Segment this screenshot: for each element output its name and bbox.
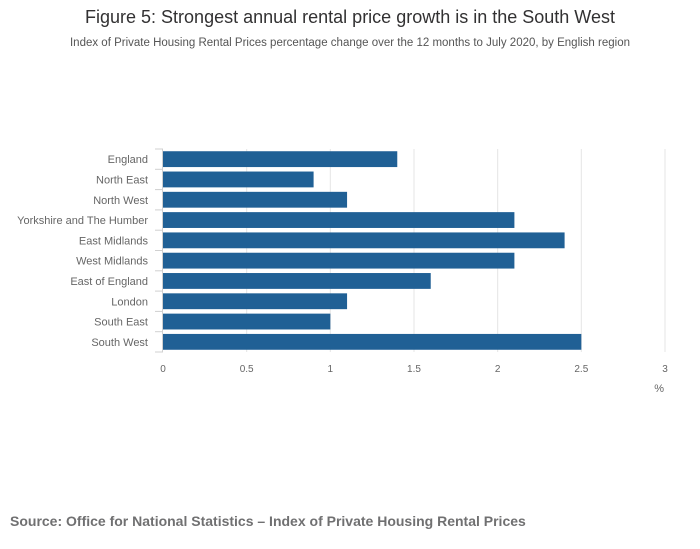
y-category-label: North East (96, 174, 148, 186)
bar-west-midlands[interactable] (163, 252, 515, 269)
x-tick-label: 2.5 (574, 364, 588, 375)
bar-london[interactable] (163, 293, 348, 310)
x-tick-label: 0 (160, 364, 166, 375)
y-axis-labels: England North East North West Yorkshire and… (17, 154, 148, 349)
y-category-label: Yorkshire and The Humber (17, 215, 148, 227)
y-category-label: East Midlands (79, 235, 149, 247)
bar-east-of-england[interactable] (163, 273, 431, 289)
bar-north-east[interactable] (163, 171, 314, 188)
bar-east-midlands[interactable] (163, 232, 565, 249)
y-category-label: London (111, 296, 148, 308)
x-tick-label: 0.5 (240, 364, 254, 375)
source-note: Source: Office for National Statistics –… (10, 513, 526, 529)
gridlines (155, 148, 666, 353)
bar-north-west[interactable] (163, 191, 348, 208)
x-tick-label: 1.5 (407, 364, 421, 375)
chart-subtitle: Index of Private Housing Rental Prices p… (69, 37, 630, 49)
y-category-label: North West (93, 195, 148, 207)
bar-yorkshire-and-the-humber[interactable] (163, 212, 515, 228)
y-category-label: South East (94, 317, 148, 329)
y-category-label: South West (91, 337, 148, 349)
bar-england[interactable] (163, 151, 398, 168)
bars (163, 151, 582, 350)
x-tick-label: 3 (662, 364, 668, 375)
y-category-label: England (108, 154, 148, 166)
chart-title: Figure 5: Strongest annual rental price … (85, 7, 615, 27)
y-category-label: East of England (70, 276, 148, 288)
y-category-label: West Midlands (76, 256, 148, 268)
x-tick-label: 2 (495, 364, 501, 375)
x-axis-unit-label: % (654, 383, 664, 395)
x-axis-labels: 0 0.5 1 1.5 2 2.5 3 (160, 364, 668, 375)
x-tick-label: 1 (328, 364, 334, 375)
bar-south-east[interactable] (163, 313, 331, 330)
bar-south-west[interactable] (163, 333, 582, 350)
